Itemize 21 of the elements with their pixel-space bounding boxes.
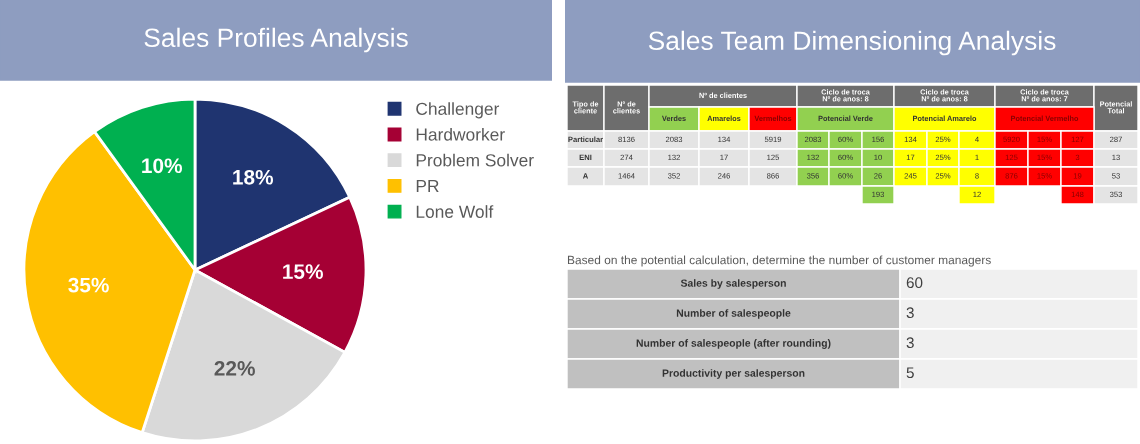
chart-title: Sales Profiles Analysis: [144, 27, 408, 53]
text: Sales Team Dimensioning Analysis: [648, 30, 1056, 56]
text: Productivity per salesperson: [662, 369, 805, 379]
text: 3: [906, 307, 914, 319]
text: Number of salespeople (after rounding): [636, 339, 831, 349]
text: 60: [906, 277, 923, 289]
legend-label: Problem Solver: [416, 153, 534, 167]
text: Number of salespeople: [676, 309, 791, 319]
text: Based on the potential calculation, determine the number of customer managers: [567, 255, 991, 267]
data-label: 15%: [283, 264, 323, 279]
legend-label: Challenger: [416, 102, 500, 119]
data-label: 22%: [214, 361, 255, 376]
legend-label: Lone Wolf: [416, 205, 494, 218]
legend-label: PR: [416, 180, 439, 192]
data-label: 18%: [233, 169, 274, 185]
text: Sales by salesperson: [680, 279, 786, 289]
data-label: 35%: [68, 277, 109, 293]
legend-label: Hardworker: [416, 127, 505, 141]
text: 3: [906, 337, 914, 349]
data-label: 10%: [142, 158, 183, 174]
text: 5: [906, 367, 914, 379]
